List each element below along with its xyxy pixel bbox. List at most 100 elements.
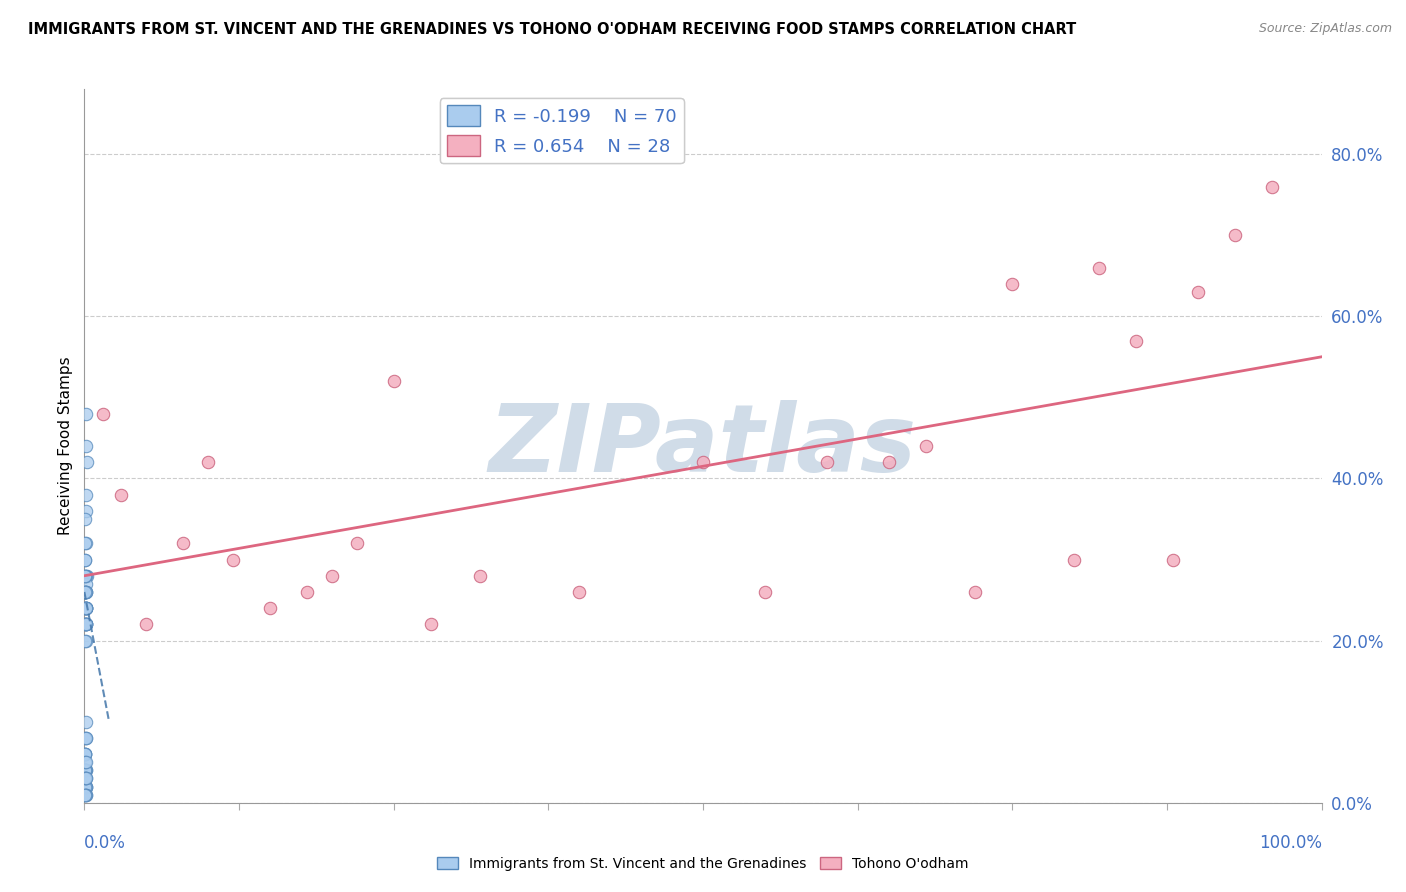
Point	[73, 772, 96, 786]
Legend: Immigrants from St. Vincent and the Grenadines, Tohono O'odham: Immigrants from St. Vincent and the Gren…	[432, 851, 974, 876]
Point	[135, 617, 157, 632]
Point	[75, 747, 97, 761]
Point	[815, 455, 838, 469]
Point	[419, 617, 441, 632]
Point	[75, 504, 97, 518]
Text: Source: ZipAtlas.com: Source: ZipAtlas.com	[1258, 22, 1392, 36]
Text: 0.0%: 0.0%	[84, 834, 127, 852]
Point	[754, 585, 776, 599]
Point	[75, 633, 97, 648]
Point	[222, 552, 245, 566]
Point	[75, 617, 97, 632]
Point	[75, 788, 97, 802]
Point	[73, 764, 96, 778]
Point	[382, 374, 405, 388]
Point	[75, 617, 97, 632]
Point	[197, 455, 219, 469]
Text: IMMIGRANTS FROM ST. VINCENT AND THE GRENADINES VS TOHONO O'ODHAM RECEIVING FOOD : IMMIGRANTS FROM ST. VINCENT AND THE GREN…	[28, 22, 1077, 37]
Point	[75, 601, 97, 615]
Point	[75, 601, 97, 615]
Point	[75, 617, 97, 632]
Point	[75, 780, 97, 794]
Point	[75, 756, 97, 770]
Point	[75, 488, 97, 502]
Point	[568, 585, 591, 599]
Point	[75, 617, 97, 632]
Point	[1261, 179, 1284, 194]
Point	[75, 585, 97, 599]
Point	[75, 585, 97, 599]
Point	[75, 552, 97, 566]
Y-axis label: Receiving Food Stamps: Receiving Food Stamps	[58, 357, 73, 535]
Point	[76, 568, 98, 582]
Point	[692, 455, 714, 469]
Point	[75, 512, 97, 526]
Point	[73, 568, 96, 582]
Point	[75, 617, 97, 632]
Point	[73, 764, 96, 778]
Point	[75, 756, 97, 770]
Point	[75, 772, 97, 786]
Point	[75, 601, 97, 615]
Text: 100.0%: 100.0%	[1258, 834, 1322, 852]
Point	[1125, 334, 1147, 348]
Point	[75, 601, 97, 615]
Point	[75, 772, 97, 786]
Point	[75, 617, 97, 632]
Point	[965, 585, 987, 599]
Point	[75, 601, 97, 615]
Point	[470, 568, 492, 582]
Point	[75, 568, 97, 582]
Point	[75, 633, 97, 648]
Point	[75, 536, 97, 550]
Point	[73, 585, 96, 599]
Point	[75, 764, 97, 778]
Point	[75, 731, 97, 745]
Legend: R = -0.199    N = 70, R = 0.654    N = 28: R = -0.199 N = 70, R = 0.654 N = 28	[440, 98, 683, 163]
Point	[76, 455, 98, 469]
Point	[91, 407, 114, 421]
Point	[75, 772, 97, 786]
Point	[75, 764, 97, 778]
Point	[1161, 552, 1184, 566]
Point	[73, 552, 96, 566]
Point	[75, 788, 97, 802]
Point	[1187, 285, 1209, 299]
Point	[73, 568, 96, 582]
Point	[75, 731, 97, 745]
Point	[75, 617, 97, 632]
Point	[75, 764, 97, 778]
Point	[73, 568, 96, 582]
Point	[295, 585, 318, 599]
Point	[1063, 552, 1085, 566]
Point	[73, 747, 96, 761]
Point	[75, 601, 97, 615]
Point	[75, 585, 97, 599]
Point	[110, 488, 132, 502]
Point	[73, 788, 96, 802]
Point	[75, 601, 97, 615]
Point	[914, 439, 936, 453]
Point	[1088, 260, 1111, 275]
Point	[75, 764, 97, 778]
Point	[75, 585, 97, 599]
Point	[75, 585, 97, 599]
Point	[75, 577, 97, 591]
Point	[75, 407, 97, 421]
Point	[73, 780, 96, 794]
Point	[75, 747, 97, 761]
Point	[877, 455, 900, 469]
Point	[75, 788, 97, 802]
Point	[73, 764, 96, 778]
Point	[259, 601, 281, 615]
Point	[75, 780, 97, 794]
Point	[75, 714, 97, 729]
Point	[321, 568, 343, 582]
Point	[346, 536, 368, 550]
Point	[172, 536, 194, 550]
Point	[1001, 277, 1024, 291]
Point	[73, 585, 96, 599]
Point	[75, 601, 97, 615]
Point	[1223, 228, 1246, 243]
Text: ZIPatlas: ZIPatlas	[489, 400, 917, 492]
